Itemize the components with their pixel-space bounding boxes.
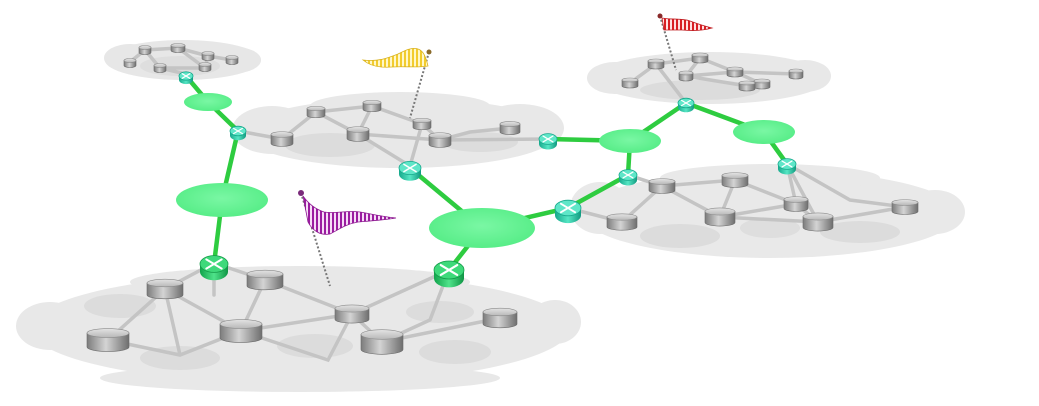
flag-purple[interactable] <box>298 190 397 235</box>
server-disk-icon[interactable] <box>704 207 736 227</box>
server-disk-icon[interactable] <box>138 45 152 55</box>
router-icon[interactable] <box>398 160 422 181</box>
server-disk-icon[interactable] <box>246 269 284 291</box>
flag-icon <box>302 195 397 235</box>
server-disk-icon[interactable] <box>86 328 130 352</box>
server-disk-icon[interactable] <box>346 126 370 142</box>
router-icon[interactable] <box>677 97 695 113</box>
flag-yellow[interactable] <box>361 47 432 68</box>
server-disk-icon[interactable] <box>170 43 186 53</box>
server-disk-icon[interactable] <box>726 66 744 78</box>
hub-icon[interactable] <box>599 129 661 153</box>
server-disk-icon[interactable] <box>270 131 294 147</box>
hub-icon[interactable] <box>733 120 795 144</box>
cloud-top-right <box>587 52 831 104</box>
server-disk-icon[interactable] <box>201 51 215 61</box>
routers <box>178 71 797 288</box>
router-icon[interactable] <box>199 255 229 281</box>
server-disk-icon[interactable] <box>788 68 804 80</box>
backbone-hubs <box>176 93 795 248</box>
server-disk-icon[interactable] <box>334 304 370 324</box>
server-disk-icon[interactable] <box>499 121 521 135</box>
router-icon[interactable] <box>777 158 797 175</box>
server-disk-icon[interactable] <box>482 307 518 329</box>
server-disk-icon[interactable] <box>678 70 694 82</box>
server-disk-icon[interactable] <box>648 178 676 194</box>
router-icon[interactable] <box>538 133 558 150</box>
servers <box>86 43 919 355</box>
router-icon[interactable] <box>229 125 247 141</box>
router-icon[interactable] <box>433 260 465 288</box>
server-disk-icon[interactable] <box>153 63 167 73</box>
server-disk-icon[interactable] <box>412 117 432 131</box>
server-disk-icon[interactable] <box>753 78 771 90</box>
router-icon[interactable] <box>178 71 194 85</box>
hub-icon[interactable] <box>429 208 535 248</box>
server-disk-icon[interactable] <box>621 77 639 89</box>
server-disk-icon[interactable] <box>606 213 638 231</box>
hub-icon[interactable] <box>184 93 232 111</box>
server-disk-icon[interactable] <box>691 52 709 64</box>
server-disk-icon[interactable] <box>891 199 919 215</box>
server-disk-icon[interactable] <box>198 62 212 72</box>
flag-red[interactable] <box>657 13 714 31</box>
server-disk-icon[interactable] <box>123 58 137 68</box>
server-disk-icon[interactable] <box>721 172 749 188</box>
flag-icon <box>361 47 429 68</box>
server-disk-icon[interactable] <box>306 105 326 119</box>
server-disk-icon[interactable] <box>225 55 239 65</box>
server-disk-icon[interactable] <box>802 212 834 232</box>
hub-icon[interactable] <box>176 183 268 217</box>
router-icon[interactable] <box>554 199 582 224</box>
flag-icon <box>661 17 714 31</box>
server-disk-icon[interactable] <box>360 329 404 355</box>
router-icon[interactable] <box>618 169 638 186</box>
server-disk-icon[interactable] <box>738 80 756 92</box>
server-disk-icon[interactable] <box>783 196 809 212</box>
server-disk-icon[interactable] <box>362 99 382 113</box>
server-disk-icon[interactable] <box>146 278 184 300</box>
server-disk-icon[interactable] <box>428 132 452 148</box>
server-disk-icon[interactable] <box>647 58 665 70</box>
server-disk-icon[interactable] <box>219 319 263 343</box>
